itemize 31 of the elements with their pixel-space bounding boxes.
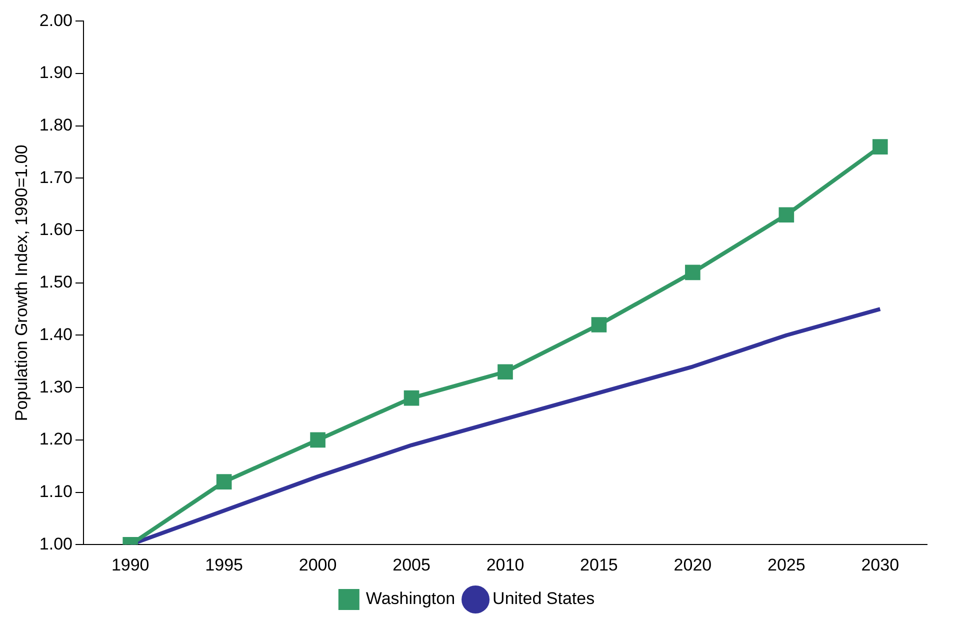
- y-tick-label: 1.30: [39, 377, 72, 396]
- y-tick-label: 1.40: [39, 324, 72, 344]
- point: [685, 264, 700, 280]
- legend-label: United States: [492, 589, 595, 608]
- x-tick-label: 2025: [768, 555, 806, 574]
- point: [498, 364, 513, 380]
- y-tick-label: 1.60: [39, 220, 72, 240]
- point: [404, 390, 420, 406]
- legend-label: Washington: [366, 589, 456, 608]
- point: [216, 474, 232, 490]
- x-tick-label: 2015: [580, 555, 618, 574]
- x-tick-label: 2010: [486, 555, 524, 574]
- y-tick-label: 1.50: [39, 272, 72, 292]
- point: [872, 139, 888, 154]
- point: [778, 207, 794, 223]
- y-tick-label: 1.70: [39, 168, 72, 187]
- y-tick-label: 1.10: [39, 482, 72, 501]
- y-tick-label: 2.00: [39, 10, 72, 30]
- x-tick-label: 1995: [205, 555, 243, 574]
- y-tick-label: 1.90: [39, 63, 72, 82]
- x-tick-label: 1990: [111, 555, 150, 574]
- x-tick-label: 2000: [298, 555, 337, 574]
- x-tick-label: 2020: [674, 555, 712, 574]
- y-tick-label: 1.20: [39, 430, 72, 449]
- x-tick-label: 2005: [392, 555, 430, 574]
- x-tick-label: 2030: [861, 555, 900, 574]
- y-axis-title: Population Growth Index, 1990=1.00: [12, 144, 31, 422]
- y-tick-label: 1.00: [39, 534, 72, 554]
- point: [310, 432, 326, 448]
- y-tick-label: 1.80: [39, 116, 72, 135]
- point: [591, 317, 607, 332]
